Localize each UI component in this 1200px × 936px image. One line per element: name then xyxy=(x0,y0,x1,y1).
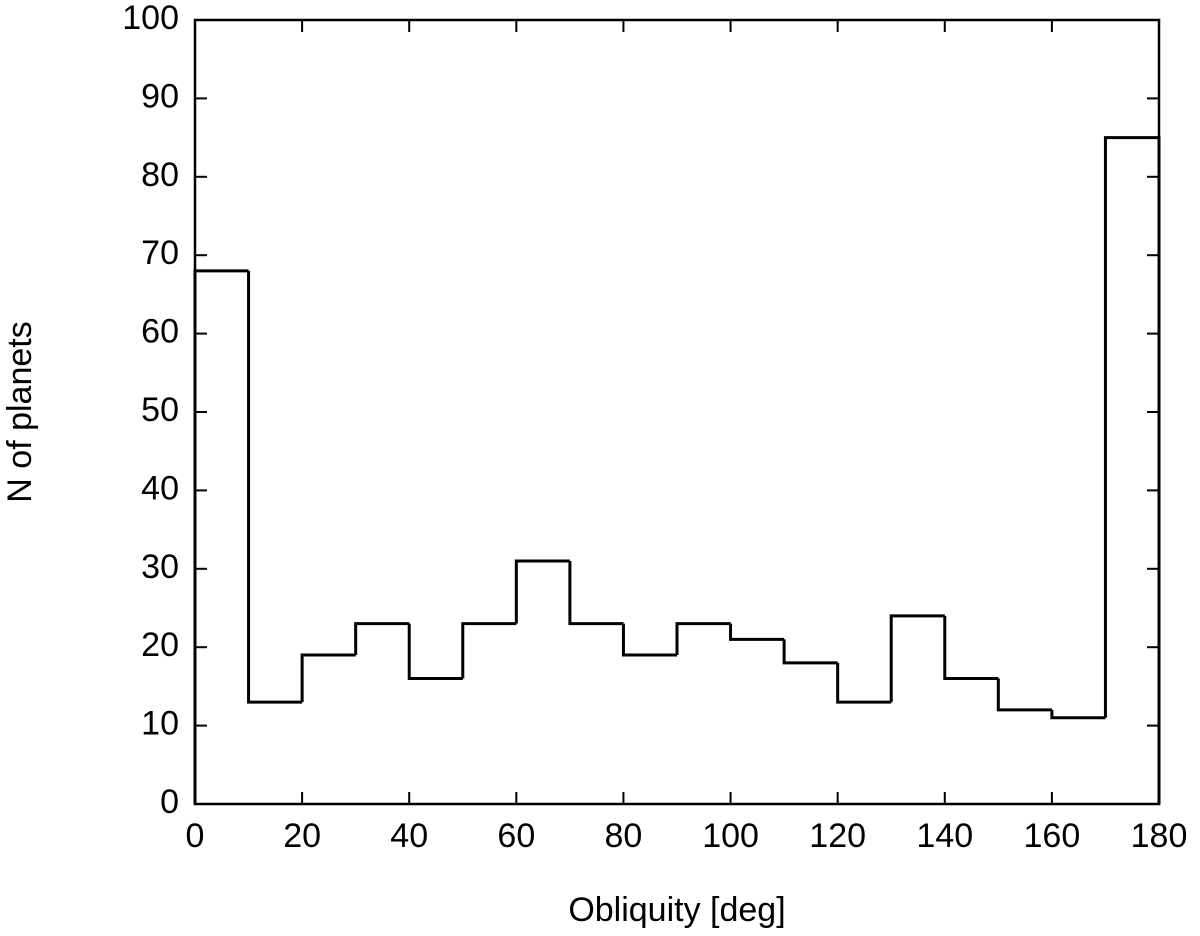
histogram-bin xyxy=(1103,136,1161,804)
x-tick-label: 180 xyxy=(1131,817,1188,855)
y-tick-label: 50 xyxy=(141,391,179,429)
histogram-bin xyxy=(889,614,945,703)
histogram-bin xyxy=(675,622,731,656)
y-tick-label: 90 xyxy=(141,77,179,115)
histogram-bin xyxy=(621,623,677,657)
histogram-bin xyxy=(729,623,785,641)
y-tick-label: 0 xyxy=(160,783,179,821)
x-axis-label: Obliquity [deg] xyxy=(568,891,785,929)
y-axis-label: N of planets xyxy=(1,321,39,502)
histogram-bin xyxy=(300,653,356,703)
y-tick-label: 10 xyxy=(141,705,179,743)
y-tick-label: 80 xyxy=(141,156,179,194)
histogram-bin xyxy=(407,623,463,681)
x-tick-label: 60 xyxy=(497,817,535,855)
y-tick-label: 20 xyxy=(141,626,179,664)
x-tick-label: 80 xyxy=(605,817,643,855)
histogram-bin xyxy=(193,269,249,804)
histogram-bin xyxy=(354,622,410,656)
histogram-bin xyxy=(461,622,517,679)
y-tick-label: 100 xyxy=(122,0,179,37)
histogram-bin xyxy=(836,662,892,704)
x-tick-label: 140 xyxy=(916,817,973,855)
y-tick-label: 70 xyxy=(141,234,179,272)
histogram-bin xyxy=(996,678,1052,712)
y-tick-label: 40 xyxy=(141,469,179,507)
histogram-bin xyxy=(568,560,624,626)
histogram-bin xyxy=(943,615,999,681)
histogram-bin xyxy=(514,559,570,624)
y-tick-label: 60 xyxy=(141,313,179,351)
x-tick-label: 40 xyxy=(390,817,428,855)
histogram-bin xyxy=(247,270,303,704)
x-tick-label: 100 xyxy=(702,817,759,855)
y-tick-label: 30 xyxy=(141,548,179,586)
x-tick-label: 160 xyxy=(1024,817,1081,855)
histogram-bin xyxy=(782,639,838,665)
histogram-bin xyxy=(1050,709,1106,720)
x-tick-label: 120 xyxy=(809,817,866,855)
plot-frame xyxy=(193,18,1161,806)
x-tick-label: 20 xyxy=(283,817,321,855)
x-tick-label: 0 xyxy=(186,817,205,855)
